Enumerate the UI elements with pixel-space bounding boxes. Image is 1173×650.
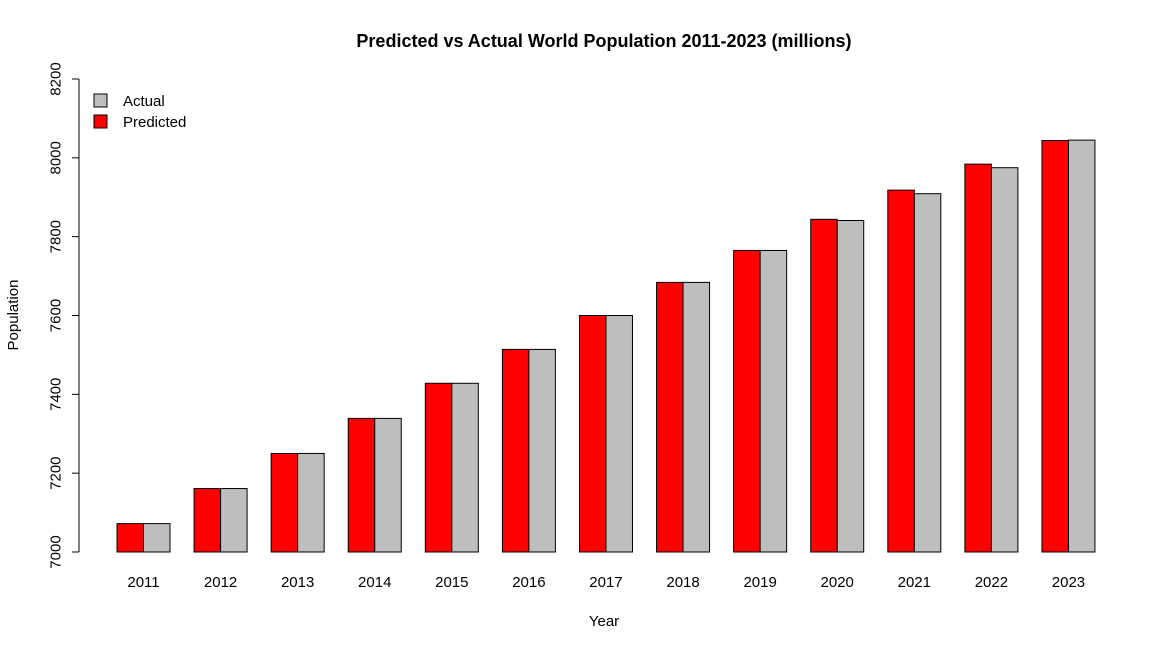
bar-actual-2021 [913, 193, 942, 553]
y-tick-label: 7400 [48, 378, 65, 411]
bar-predicted-2017 [578, 315, 607, 553]
x-tick-label: 2015 [435, 574, 468, 591]
x-axis-label: Year [589, 613, 619, 630]
y-tick-label: 7800 [48, 220, 65, 253]
bar-actual-2019 [759, 249, 788, 553]
y-tick-label: 8000 [48, 141, 65, 174]
bar-actual-2014 [374, 417, 402, 553]
bar-actual-2017 [605, 315, 633, 553]
x-tick-label: 2013 [281, 574, 314, 591]
y-tick-label: 7600 [48, 299, 65, 332]
x-tick-label: 2019 [743, 574, 776, 591]
y-tick-label: 8200 [48, 62, 65, 95]
x-tick-label: 2016 [512, 574, 545, 591]
bar-predicted-2011 [116, 523, 144, 553]
y-axis-label: Population [5, 280, 22, 351]
bar-actual-2022 [990, 167, 1019, 553]
bar-actual-2023 [1067, 139, 1096, 553]
legend-swatch-actual [93, 93, 108, 108]
bar-actual-2011 [143, 523, 171, 553]
bar-predicted-2012 [193, 488, 222, 553]
bar-predicted-2015 [424, 382, 453, 553]
x-tick-label: 2012 [204, 574, 237, 591]
y-tick-label: 7000 [48, 535, 65, 568]
bar-predicted-2018 [656, 281, 684, 553]
chart-title: Predicted vs Actual World Population 201… [356, 31, 851, 51]
bar-actual-2015 [451, 382, 479, 553]
x-tick-label: 2017 [589, 574, 622, 591]
bar-predicted-2020 [810, 218, 838, 553]
x-tick-label: 2021 [898, 574, 931, 591]
legend: Actual Predicted [93, 93, 186, 131]
bar-actual-2020 [836, 220, 865, 553]
x-tick-label: 2022 [975, 574, 1008, 591]
bar-actual-2013 [297, 452, 325, 553]
bar-predicted-2022 [964, 163, 992, 553]
x-tick-label: 2023 [1052, 574, 1085, 591]
bar-predicted-2016 [501, 348, 530, 553]
bar-actual-2016 [528, 348, 556, 553]
x-tick-label: 2014 [358, 574, 391, 591]
x-tick-label: 2018 [666, 574, 699, 591]
y-tick-label: 7200 [48, 456, 65, 489]
x-tick-label: 2011 [127, 574, 159, 591]
x-tick-label: 2020 [821, 574, 854, 591]
bar-actual-2012 [220, 488, 248, 553]
bar-actual-2018 [682, 281, 711, 553]
bar-predicted-2021 [887, 189, 915, 553]
bar-predicted-2013 [270, 452, 299, 553]
legend-label-actual: Actual [123, 93, 165, 110]
x-axis-tick-labels: 2011 2012 2013 2014 2015 2016 2017 2018 2019 2020… [127, 574, 1085, 591]
bar-predicted-2014 [347, 417, 376, 553]
legend-swatch-predicted [93, 114, 108, 129]
bar-predicted-2023 [1041, 139, 1069, 553]
bars-group [116, 139, 1096, 553]
y-axis: 7000 7200 7400 7600 7800 8000 8200 [48, 62, 79, 569]
legend-label-predicted: Predicted [123, 114, 186, 131]
bar-predicted-2019 [733, 249, 761, 553]
